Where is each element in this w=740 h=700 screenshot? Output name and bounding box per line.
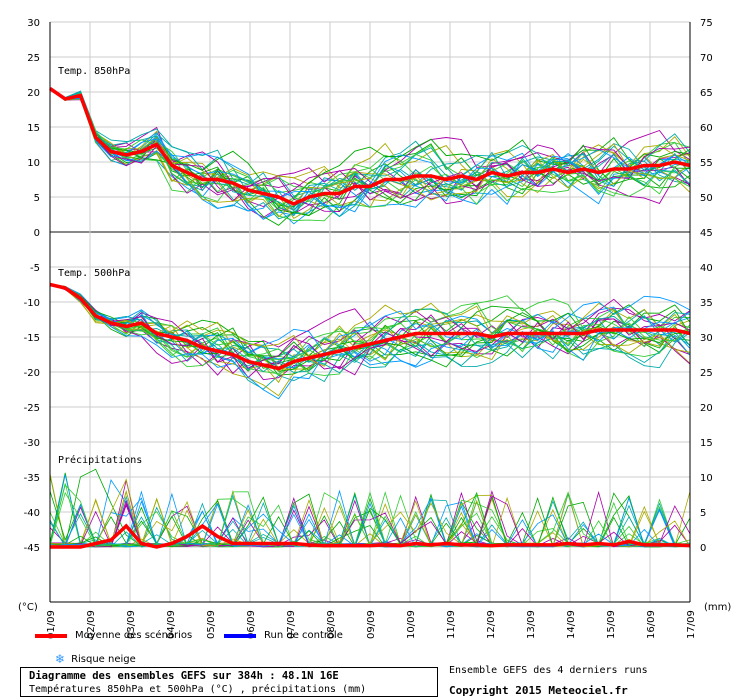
left-tick-label: -45 bbox=[24, 543, 40, 554]
snowflake-icon: ❄ bbox=[55, 652, 66, 666]
legend-snow: ❄ Risque neige bbox=[55, 652, 136, 666]
left-tick-label: -15 bbox=[24, 333, 40, 344]
date-tick-label: 06/09 bbox=[246, 610, 257, 639]
chart-subtitle: Températures 850hPa et 500hPa (°C) , pré… bbox=[29, 684, 367, 695]
right-tick-label: 50 bbox=[700, 193, 713, 204]
member-line-t850 bbox=[49, 88, 691, 210]
member-line-t850 bbox=[49, 88, 691, 205]
date-tick-label: 14/09 bbox=[566, 610, 577, 639]
date-tick-label: 10/09 bbox=[406, 610, 417, 639]
left-tick-label: -5 bbox=[30, 263, 40, 274]
date-tick-label: 07/09 bbox=[286, 610, 297, 639]
mean-line-t500 bbox=[49, 282, 691, 371]
panel-label-precip: Précipitations bbox=[58, 454, 142, 466]
member-line-t500 bbox=[49, 284, 691, 361]
panel-label-t500: Temp. 500hPa bbox=[58, 268, 130, 279]
legend-snow-label: Risque neige bbox=[71, 653, 136, 665]
left-tick-label: -40 bbox=[24, 508, 40, 519]
right-tick-label: 30 bbox=[700, 333, 713, 344]
mean-lines bbox=[49, 87, 691, 549]
panel-label-t850: Temp. 850hPa bbox=[58, 66, 130, 77]
legend-control-swatch bbox=[224, 633, 256, 638]
member-line-t850 bbox=[49, 88, 691, 218]
legend-control-label: Run de contrôle bbox=[264, 630, 343, 641]
date-tick-label: 02/09 bbox=[86, 610, 97, 639]
right-tick-label: 60 bbox=[700, 123, 713, 134]
left-tick-label: 20 bbox=[27, 88, 40, 99]
member-line-t500 bbox=[49, 284, 691, 370]
date-tick-label: 01/09 bbox=[46, 610, 57, 639]
date-tick-label: 05/09 bbox=[206, 610, 217, 639]
right-tick-label: 25 bbox=[700, 368, 713, 379]
ensemble-note: Ensemble GEFS des 4 derniers runs bbox=[449, 665, 648, 676]
member-line-t500 bbox=[49, 284, 691, 371]
right-tick-label: 10 bbox=[700, 473, 713, 484]
copyright-note: Copyright 2015 Meteociel.fr bbox=[449, 684, 628, 697]
right-tick-label: 20 bbox=[700, 403, 713, 414]
member-line-precip bbox=[49, 478, 691, 548]
left-tick-label: 10 bbox=[27, 158, 40, 169]
date-tick-label: 08/09 bbox=[326, 610, 337, 639]
legend-mean: Moyenne des scénarios bbox=[35, 630, 192, 641]
date-tick-label: 03/09 bbox=[126, 610, 137, 639]
date-tick-label: 11/09 bbox=[446, 610, 457, 639]
date-tick-label: 04/09 bbox=[166, 610, 177, 639]
left-tick-label: -10 bbox=[24, 298, 40, 309]
right-tick-label: 65 bbox=[700, 88, 713, 99]
left-tick-label: 15 bbox=[27, 123, 40, 134]
left-tick-label: -20 bbox=[24, 368, 40, 379]
chart-grid bbox=[49, 21, 691, 602]
date-tick-label: 13/09 bbox=[526, 610, 537, 639]
left-tick-label: -30 bbox=[24, 438, 40, 449]
left-tick-label: 30 bbox=[27, 18, 40, 29]
date-tick-label: 09/09 bbox=[366, 610, 377, 639]
member-line-t500 bbox=[49, 284, 691, 368]
member-line-t500 bbox=[49, 284, 691, 374]
left-tick-label: -35 bbox=[24, 473, 40, 484]
right-tick-label: 75 bbox=[700, 18, 713, 29]
legend-mean-label: Moyenne des scénarios bbox=[75, 630, 193, 641]
mean-line-precip bbox=[50, 523, 691, 549]
mean-line-t850 bbox=[49, 87, 691, 206]
member-line-t500 bbox=[49, 284, 691, 370]
left-tick-label: 5 bbox=[34, 193, 40, 204]
legend-control: Run de contrôle bbox=[224, 630, 343, 641]
date-tick-label: 17/09 bbox=[686, 610, 697, 639]
right-tick-label: 45 bbox=[700, 228, 713, 239]
right-tick-label: 15 bbox=[700, 438, 713, 449]
left-tick-label: -25 bbox=[24, 403, 40, 414]
right-tick-label: 55 bbox=[700, 158, 713, 169]
title-box: Diagramme des ensembles GEFS sur 384h : … bbox=[20, 667, 438, 697]
date-tick-label: 12/09 bbox=[486, 610, 497, 639]
left-tick-label: 0 bbox=[34, 228, 40, 239]
date-tick-label: 16/09 bbox=[646, 610, 657, 639]
member-line-t500 bbox=[49, 284, 691, 390]
right-tick-label: 0 bbox=[700, 543, 706, 554]
right-tick-label: 40 bbox=[700, 263, 713, 274]
right-tick-label: 35 bbox=[700, 298, 713, 309]
right-tick-label: 70 bbox=[700, 53, 713, 64]
left-tick-label: 25 bbox=[27, 53, 40, 64]
member-line-t500 bbox=[49, 284, 691, 357]
left-axis-unit: (°C) bbox=[18, 602, 38, 613]
legend-mean-swatch bbox=[35, 633, 67, 638]
chart-title: Diagramme des ensembles GEFS sur 384h : … bbox=[29, 670, 339, 682]
member-line-t850 bbox=[49, 88, 691, 208]
right-axis-unit: (mm) bbox=[704, 602, 731, 613]
date-tick-label: 15/09 bbox=[606, 610, 617, 639]
right-tick-label: 5 bbox=[700, 508, 706, 519]
